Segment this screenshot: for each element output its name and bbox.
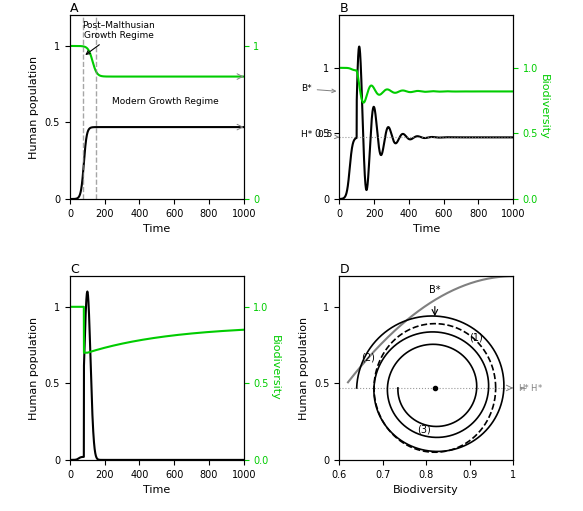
Text: B*: B* [429, 285, 441, 295]
Text: D: D [339, 263, 349, 276]
Text: Post–Malthusian
Growth Regime: Post–Malthusian Growth Regime [82, 21, 155, 54]
Y-axis label: Human population: Human population [298, 316, 308, 420]
Text: (2): (2) [361, 353, 375, 362]
X-axis label: Time: Time [143, 224, 170, 235]
Text: (1): (1) [469, 333, 483, 342]
Text: H*  0.5: H* 0.5 [301, 130, 338, 140]
Text: $\leftarrow$ H*: $\leftarrow$ H* [518, 382, 543, 393]
Text: C: C [70, 263, 79, 276]
Y-axis label: Human population: Human population [29, 56, 39, 159]
Text: A: A [70, 3, 79, 15]
Text: Modern Growth Regime: Modern Growth Regime [112, 97, 219, 106]
Y-axis label: Biodiversity: Biodiversity [270, 335, 280, 401]
Y-axis label: Biodiversity: Biodiversity [539, 74, 549, 140]
X-axis label: Time: Time [143, 485, 170, 495]
X-axis label: Time: Time [413, 224, 440, 235]
X-axis label: Biodiversity: Biodiversity [394, 485, 459, 495]
Text: B: B [339, 3, 348, 15]
Y-axis label: Human population: Human population [29, 316, 39, 420]
Text: B*: B* [301, 84, 335, 94]
Text: (3): (3) [417, 424, 431, 434]
